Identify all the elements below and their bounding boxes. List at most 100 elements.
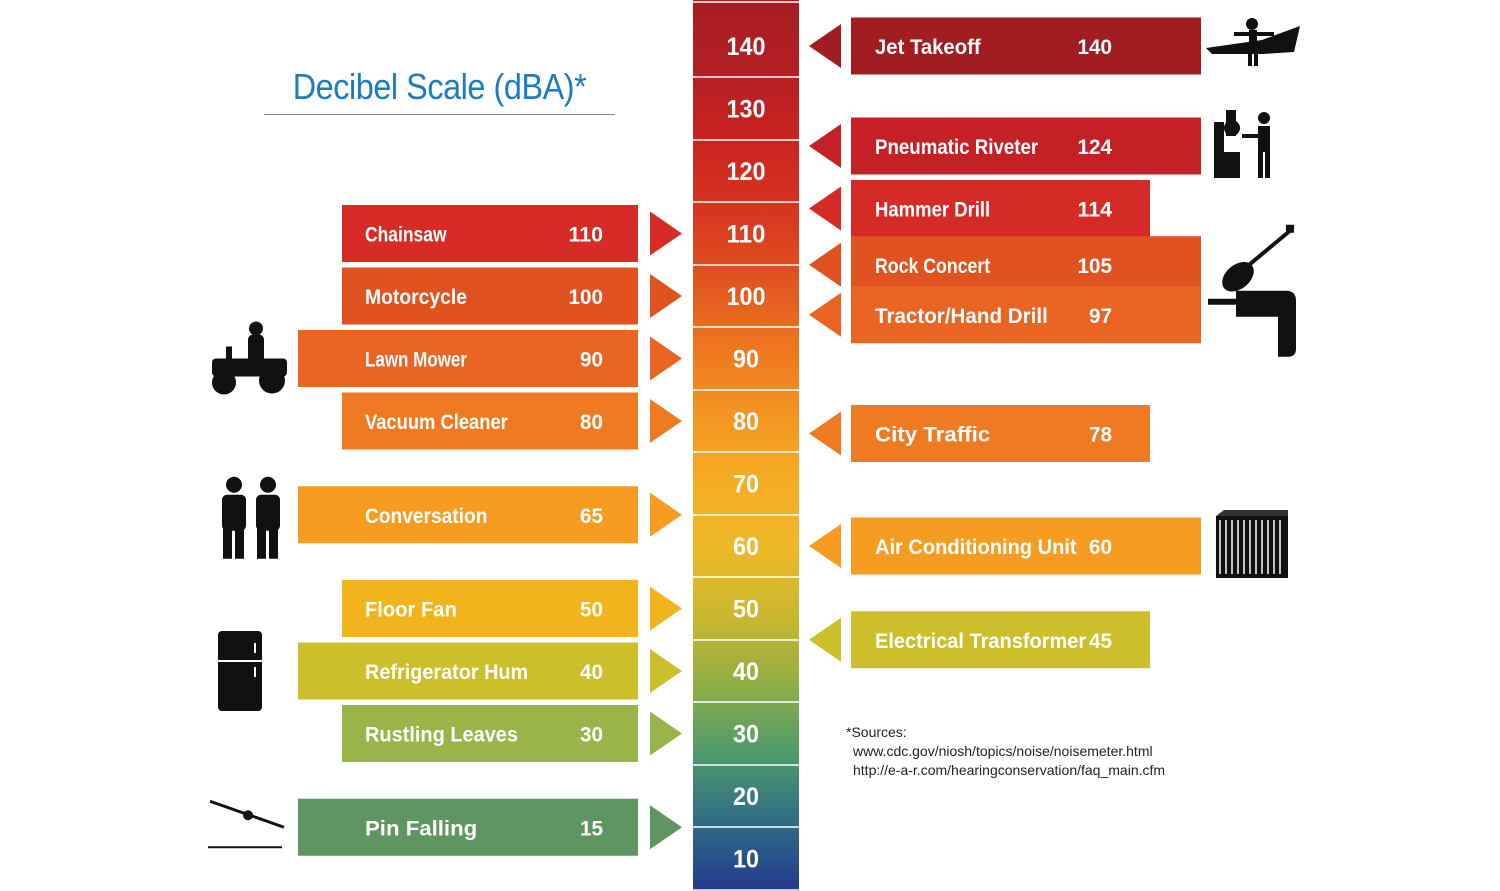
bar-value: 90 <box>580 349 603 372</box>
bar-label: Chainsaw <box>365 224 447 247</box>
left-bar-group: Conversation 65 <box>298 486 682 544</box>
pointer-arrow <box>809 124 841 168</box>
pointer-arrow <box>809 411 841 456</box>
pointer-arrow <box>809 617 841 662</box>
scale-tick-label: 70 <box>733 471 759 499</box>
left-bar-group: Motorcycle 100 <box>342 267 682 325</box>
bar-value: 80 <box>580 411 603 434</box>
bar-value: 110 <box>569 224 604 247</box>
bar <box>851 17 1201 75</box>
scale-tick-label: 40 <box>733 658 759 686</box>
pointer-arrow <box>650 492 682 537</box>
scale-tick-label: 80 <box>733 408 759 436</box>
bar-label: Jet Takeoff <box>875 36 982 59</box>
pointer-arrow <box>809 524 841 568</box>
bar-label: Refrigerator Hum <box>365 661 528 684</box>
pointer-arrow <box>809 186 841 231</box>
bar-value: 45 <box>1089 630 1112 653</box>
left-bar-group: Rustling Leaves 30 <box>342 705 682 762</box>
bar-value: 30 <box>580 724 603 747</box>
air-conditioner-icon <box>1216 510 1288 578</box>
pointer-arrow <box>650 586 682 631</box>
bar-label: Hammer Drill <box>875 199 990 222</box>
bar-value: 140 <box>1078 36 1113 59</box>
pointer-arrow <box>650 649 682 693</box>
scale-tick-label: 140 <box>727 33 766 61</box>
right-bar-group: Hammer Drill 114 <box>809 180 1150 237</box>
bar-value: 60 <box>1089 536 1112 559</box>
left-bar-group: Pin Falling 15 <box>298 798 682 856</box>
right-bar-group: Rock Concert 105 <box>809 236 1201 294</box>
pin-icon <box>208 799 285 849</box>
right-bar-group: Pneumatic Riveter 124 <box>809 117 1201 175</box>
title-underline <box>264 114 615 115</box>
scale-tick-label: 130 <box>727 96 766 124</box>
right-bar-group: Electrical Transformer 45 <box>809 611 1150 669</box>
bar-label: Rock Concert <box>875 255 990 278</box>
bar-label: Motorcycle <box>365 286 467 309</box>
scale-tick-label: 100 <box>727 283 766 311</box>
lawn-mower-icon <box>212 321 287 395</box>
source-link[interactable]: www.cdc.gov/niosh/topics/noise/noisemete… <box>853 743 1153 759</box>
bar <box>851 517 1201 575</box>
bar-label: Pneumatic Riveter <box>875 136 1038 159</box>
sources-note: *Sources: www.cdc.gov/niosh/topics/noise… <box>846 723 1165 780</box>
bar <box>298 486 638 544</box>
bar-value: 100 <box>569 286 604 309</box>
sources-label: *Sources: <box>846 724 907 740</box>
bar <box>851 117 1201 175</box>
chart-title: Decibel Scale (dBA)* <box>292 66 587 107</box>
bar-value: 97 <box>1089 305 1112 328</box>
bar <box>342 205 638 262</box>
scale-tick-label: 120 <box>727 158 766 186</box>
bar-value: 15 <box>580 817 603 840</box>
bar <box>851 611 1150 669</box>
left-bar-group: Floor Fan 50 <box>342 580 682 637</box>
bar-label: Tractor/Hand Drill <box>875 305 1048 328</box>
bar <box>342 267 638 325</box>
left-bar-group: Vacuum Cleaner 80 <box>342 392 682 450</box>
people-icon <box>222 476 280 559</box>
bar-value: 124 <box>1078 136 1113 159</box>
bar-label: Floor Fan <box>365 599 457 622</box>
scale-tick-label: 20 <box>733 783 759 811</box>
refrigerator-icon <box>218 631 262 711</box>
bar <box>851 236 1201 294</box>
left-bar-group: Lawn Mower 90 <box>298 330 682 387</box>
bar-label: Vacuum Cleaner <box>365 411 508 434</box>
source-link[interactable]: http://e-a-r.com/hearingconservation/faq… <box>853 762 1166 778</box>
bar <box>298 330 638 387</box>
scale-tick-label: 90 <box>733 346 759 374</box>
bar <box>298 642 638 700</box>
bar-value: 105 <box>1078 255 1113 278</box>
scale-tick-label: 30 <box>733 721 759 749</box>
bar-label: Conversation <box>365 505 487 528</box>
bar <box>851 405 1150 462</box>
bar-value: 50 <box>580 599 603 622</box>
bar <box>342 580 638 637</box>
scale-tick-label: 10 <box>733 846 759 874</box>
right-bar-group: City Traffic 78 <box>809 405 1150 462</box>
bar <box>851 180 1150 237</box>
pointer-arrow <box>809 292 841 337</box>
bar <box>851 286 1201 344</box>
bar-value: 40 <box>580 661 603 684</box>
scale-tick-label: 50 <box>733 596 759 624</box>
decibel-scale-bar <box>693 0 799 891</box>
left-bar-group: Refrigerator Hum 40 <box>298 642 682 700</box>
bar-label: Lawn Mower <box>365 349 467 372</box>
right-bar-group: Tractor/Hand Drill 97 <box>809 286 1201 344</box>
bar-value: 78 <box>1089 424 1112 447</box>
bar <box>342 705 638 762</box>
bar-label: Electrical Transformer <box>875 630 1086 653</box>
left-bar-group: Chainsaw 110 <box>342 205 682 262</box>
bar-label: Air Conditioning Unit <box>875 536 1077 559</box>
scale-tick-label: 60 <box>733 533 759 561</box>
bar-value: 65 <box>580 505 603 528</box>
pointer-arrow <box>650 274 682 318</box>
pointer-arrow <box>650 399 682 443</box>
scale-tick-label: 110 <box>727 221 766 249</box>
jet-icon <box>1206 18 1300 66</box>
drill-icon <box>1208 290 1296 357</box>
